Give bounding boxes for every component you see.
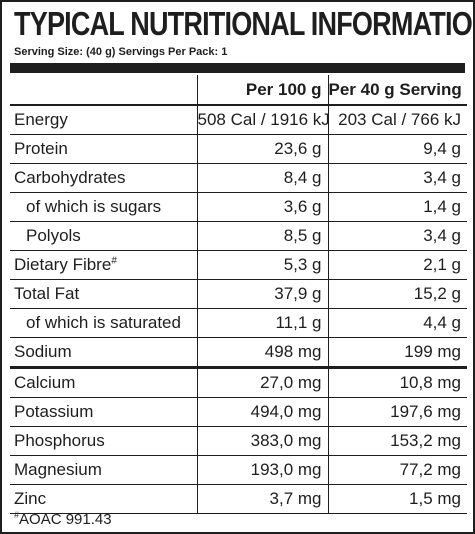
value-per-serving: 1,4 g bbox=[327, 192, 467, 222]
value-per-serving: 15,2 g bbox=[327, 279, 467, 309]
thick-rule bbox=[10, 63, 465, 73]
value-per-serving: 197,6 mg bbox=[327, 397, 467, 427]
table-header-row: Per 100 g Per 40 g Serving bbox=[10, 75, 467, 106]
row-label-energy: Energy bbox=[10, 105, 197, 135]
value-per-100g: 508 Cal / 1916 kJ bbox=[196, 105, 328, 135]
value-per-serving: 4,4 g bbox=[327, 308, 467, 338]
row-label-carbohydrates: Carbohydrates bbox=[10, 163, 197, 193]
row-label-total-fat: Total Fat bbox=[10, 279, 197, 309]
row-label-calcium: Calcium bbox=[10, 367, 197, 398]
value-per-100g: 8,5 g bbox=[196, 221, 328, 251]
row-label-potassium: Potassium bbox=[10, 397, 197, 427]
table-row: Magnesium 193,0 mg 77,2 mg bbox=[10, 455, 467, 485]
value-per-100g: 3,7 mg bbox=[196, 484, 328, 514]
row-label-sugars: of which is sugars bbox=[10, 192, 197, 222]
value-per-serving: 2,1 g bbox=[327, 250, 467, 280]
value-per-serving: 3,4 g bbox=[327, 163, 467, 193]
table-row: Sodium 498 mg 199 mg bbox=[10, 337, 467, 369]
value-per-100g: 3,6 g bbox=[196, 192, 328, 222]
table-row: Dietary Fibre# 5,3 g 2,1 g bbox=[10, 250, 467, 280]
value-per-100g: 494,0 mg bbox=[196, 397, 328, 427]
row-label-dietary-fibre: Dietary Fibre# bbox=[10, 250, 197, 280]
value-per-100g: 498 mg bbox=[196, 337, 328, 369]
footnote-marker: # bbox=[111, 255, 117, 267]
value-per-serving: 77,2 mg bbox=[327, 455, 467, 485]
table-row: of which is sugars 3,6 g 1,4 g bbox=[10, 192, 467, 222]
header-per-100g: Per 100 g bbox=[196, 75, 328, 106]
value-per-100g: 5,3 g bbox=[196, 250, 328, 280]
table-row: Phosphorus 383,0 mg 153,2 mg bbox=[10, 426, 467, 456]
panel-title: TYPICAL NUTRITIONAL INFORMATION bbox=[14, 5, 475, 42]
table-row: Protein 23,6 g 9,4 g bbox=[10, 134, 467, 164]
header-blank bbox=[10, 75, 197, 106]
footnote-mark: # bbox=[14, 510, 20, 520]
table-row: Energy 508 Cal / 1916 kJ 203 Cal / 766 k… bbox=[10, 105, 467, 135]
value-per-serving: 3,4 g bbox=[327, 221, 467, 251]
value-per-serving: 10,8 mg bbox=[327, 367, 467, 398]
value-per-100g: 193,0 mg bbox=[196, 455, 328, 485]
table-row: Polyols 8,5 g 3,4 g bbox=[10, 221, 467, 251]
table-row: Total Fat 37,9 g 15,2 g bbox=[10, 279, 467, 309]
value-per-100g: 8,4 g bbox=[196, 163, 328, 193]
value-per-serving: 9,4 g bbox=[327, 134, 467, 164]
nutrition-table: Per 100 g Per 40 g Serving Energy 508 Ca… bbox=[10, 75, 467, 514]
footnote-text: AOAC 991.43 bbox=[19, 511, 112, 528]
value-per-100g: 383,0 mg bbox=[196, 426, 328, 456]
row-label-sodium: Sodium bbox=[10, 337, 197, 369]
row-label-polyols: Polyols bbox=[10, 221, 197, 251]
table-row: Carbohydrates 8,4 g 3,4 g bbox=[10, 163, 467, 193]
row-label-saturated: of which is saturated bbox=[10, 308, 197, 338]
value-per-serving: 203 Cal / 766 kJ bbox=[327, 105, 467, 135]
table-row: of which is saturated 11,1 g 4,4 g bbox=[10, 308, 467, 338]
value-per-100g: 37,9 g bbox=[196, 279, 328, 309]
row-label-magnesium: Magnesium bbox=[10, 455, 197, 485]
value-per-100g: 11,1 g bbox=[196, 308, 328, 338]
value-per-serving: 199 mg bbox=[327, 337, 467, 369]
footnote: #AOAC 991.43 bbox=[14, 511, 112, 529]
value-per-serving: 153,2 mg bbox=[327, 426, 467, 456]
dietary-fibre-text: Dietary Fibre bbox=[14, 255, 112, 274]
row-label-zinc: Zinc bbox=[10, 484, 197, 514]
row-label-phosphorus: Phosphorus bbox=[10, 426, 197, 456]
serving-info: Serving Size: (40 g) Servings Per Pack: … bbox=[14, 46, 228, 58]
header-per-serving: Per 40 g Serving bbox=[327, 75, 467, 106]
value-per-100g: 23,6 g bbox=[196, 134, 328, 164]
value-per-serving: 1,5 mg bbox=[327, 484, 467, 514]
table-row: Zinc 3,7 mg 1,5 mg bbox=[10, 484, 467, 514]
row-label-protein: Protein bbox=[10, 134, 197, 164]
table-row: Potassium 494,0 mg 197,6 mg bbox=[10, 397, 467, 427]
value-per-100g: 27,0 mg bbox=[196, 367, 328, 398]
table-row: Calcium 27,0 mg 10,8 mg bbox=[10, 367, 467, 398]
